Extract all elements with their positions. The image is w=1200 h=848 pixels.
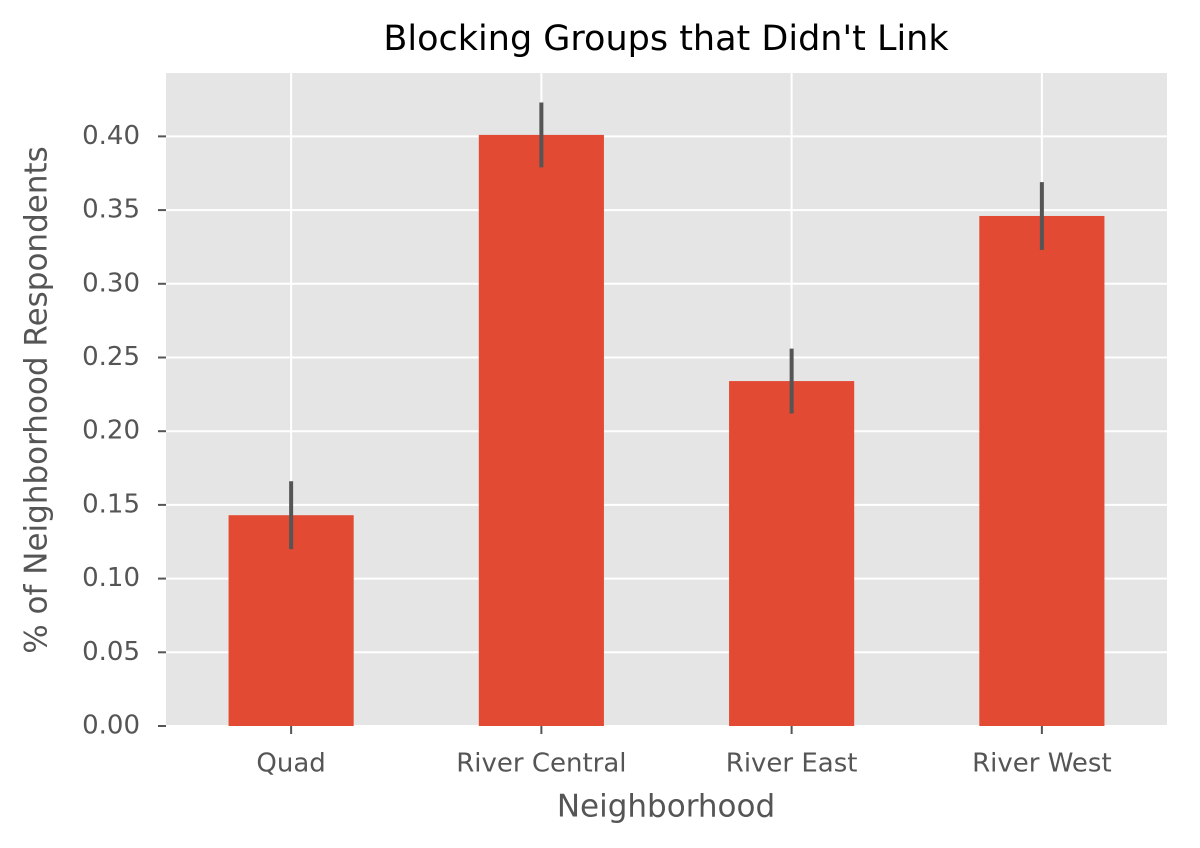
y-tick-label: 0.40: [82, 121, 140, 151]
bar: [228, 515, 354, 726]
y-tick-label: 0.25: [82, 342, 140, 372]
y-tick-label: 0.00: [82, 711, 140, 741]
y-tick-label: 0.35: [82, 195, 140, 225]
x-tick-label: River West: [972, 749, 1112, 779]
x-tick-label: Quad: [256, 749, 325, 779]
bar: [478, 134, 604, 726]
x-tick-label: River East: [726, 749, 858, 779]
y-tick-label: 0.30: [82, 268, 140, 298]
y-tick-label: 0.20: [82, 416, 140, 446]
x-tick-label: River Central: [456, 749, 626, 779]
bar: [979, 215, 1105, 727]
y-tick-label: 0.05: [82, 637, 140, 667]
bar: [729, 381, 855, 726]
chart-title: Blocking Groups that Didn't Link: [383, 19, 949, 59]
y-tick-label: 0.15: [82, 489, 140, 519]
x-axis-label: Neighborhood: [557, 789, 775, 825]
y-axis-label: % of Neighborhood Respondents: [19, 146, 55, 654]
y-tick-label: 0.10: [82, 563, 140, 593]
